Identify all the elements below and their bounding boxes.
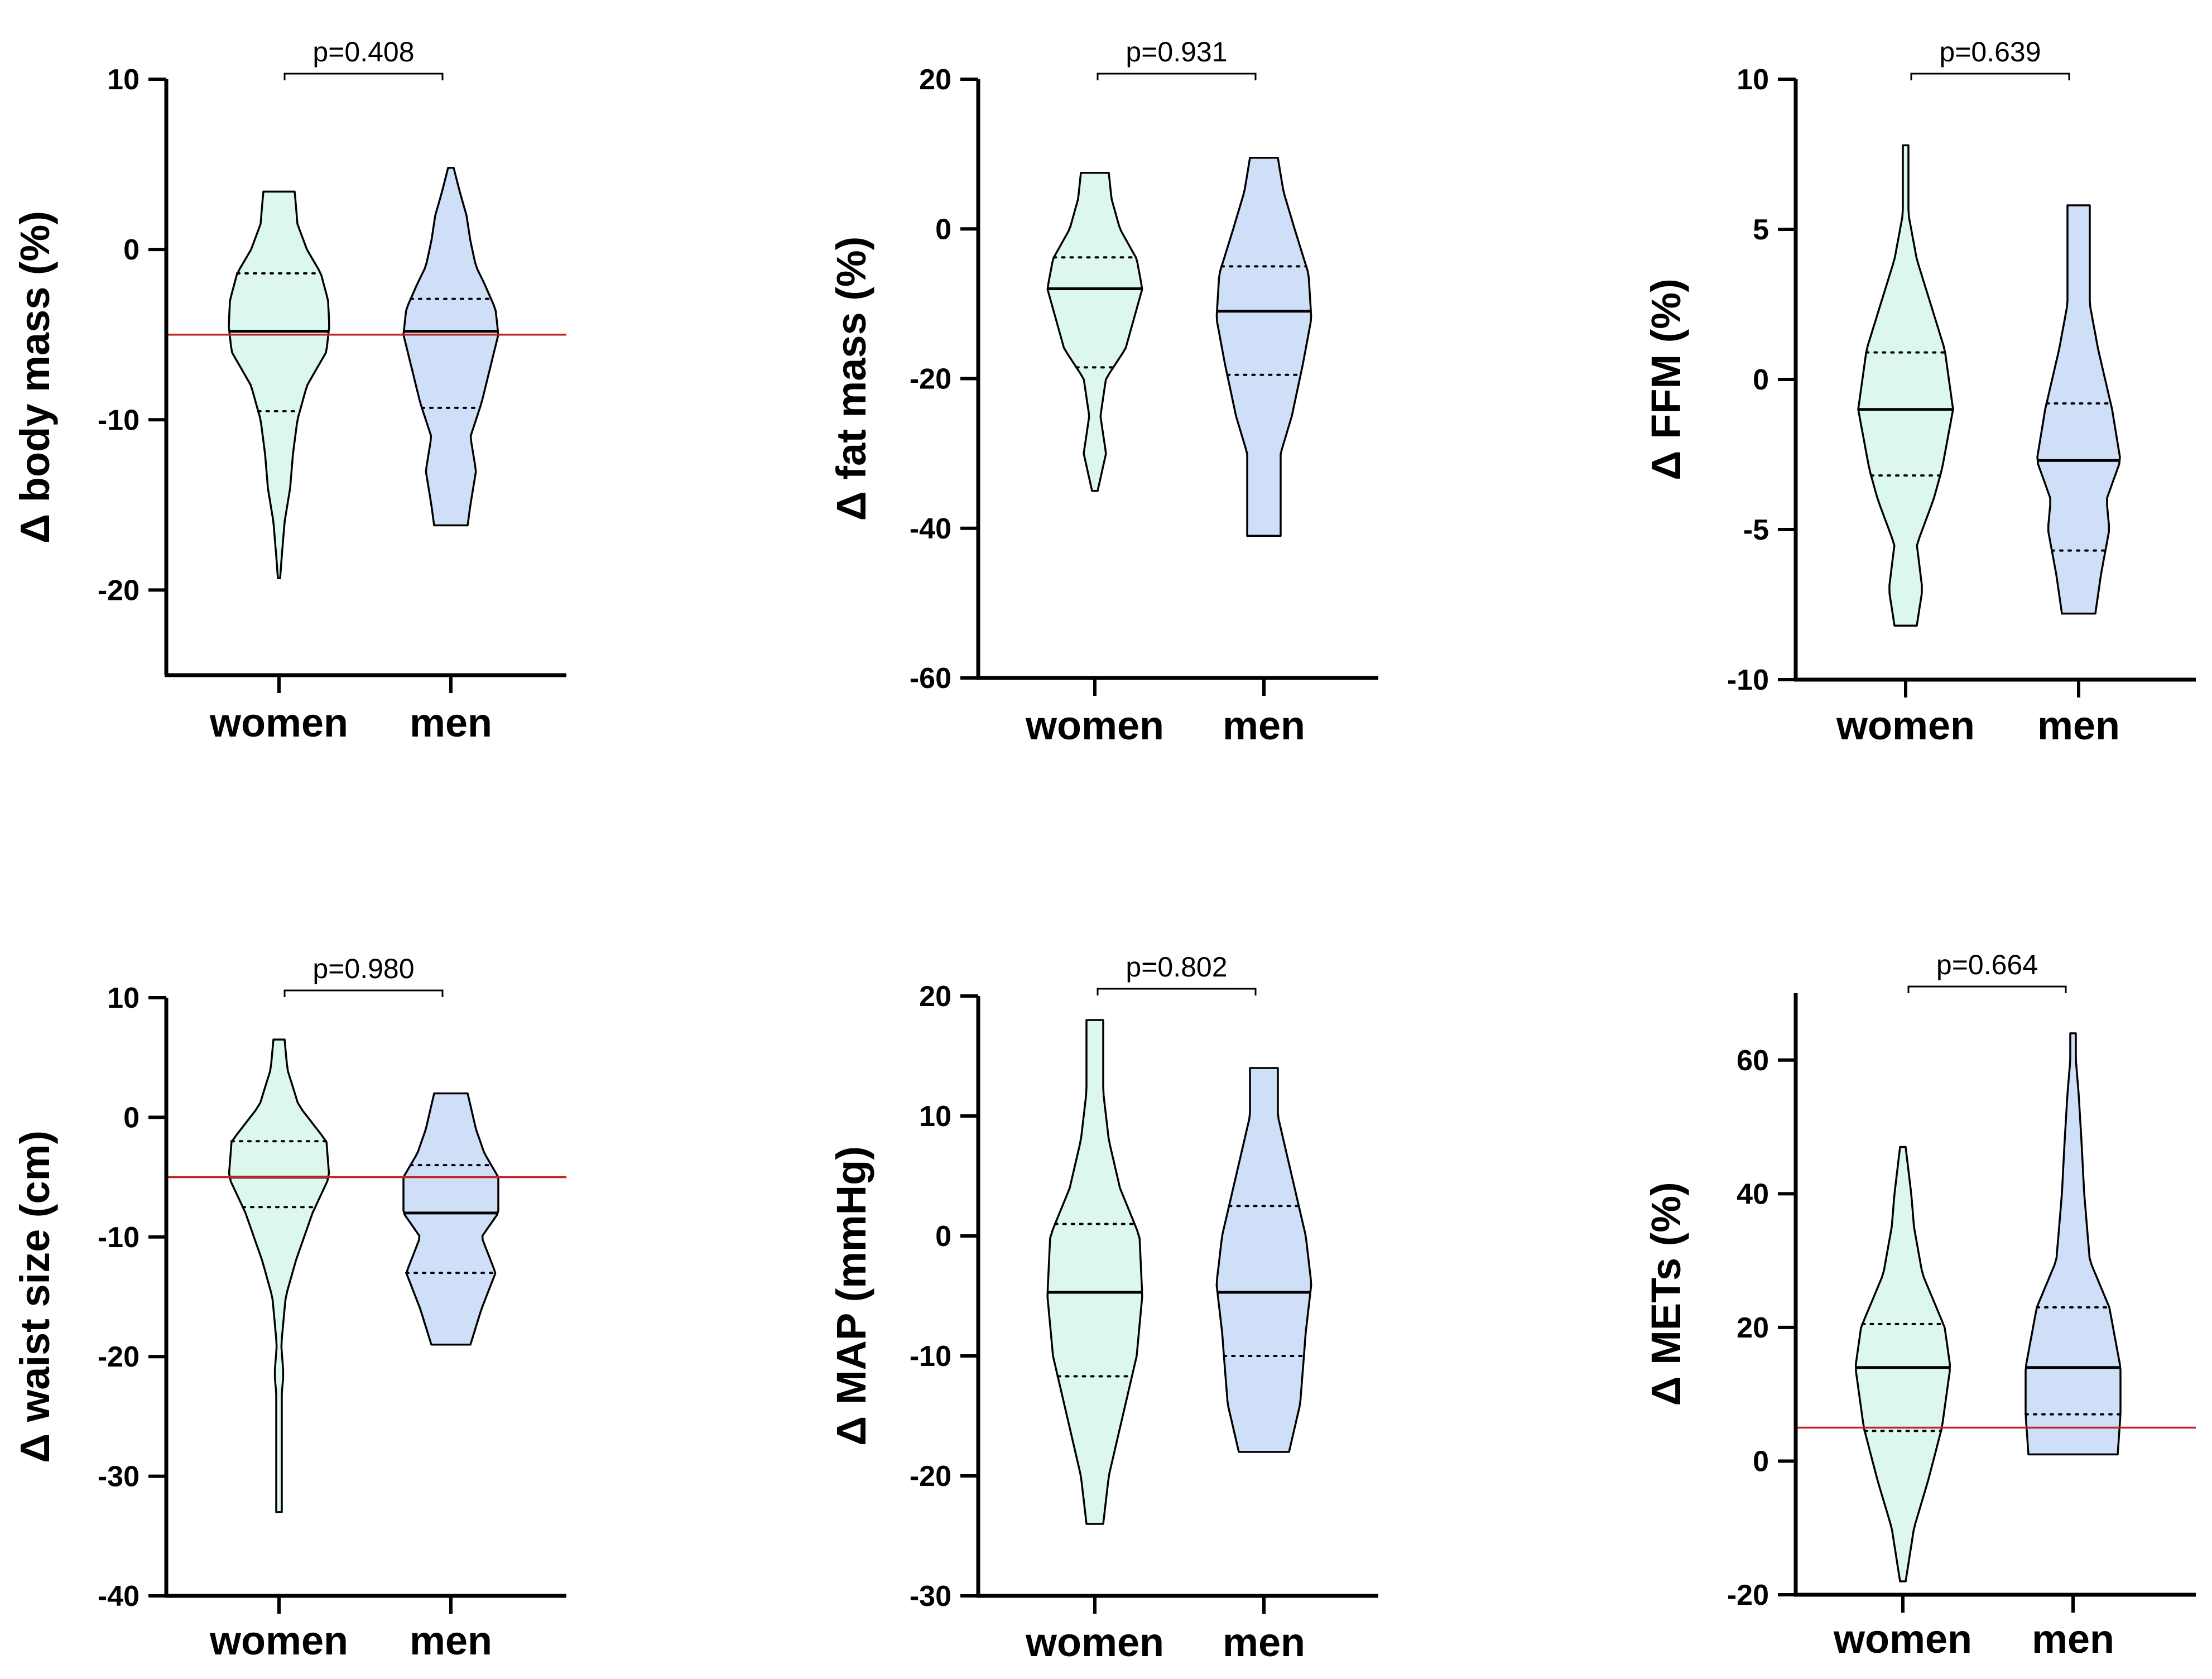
y-axis-label: Δ fat mass (%) bbox=[828, 237, 874, 521]
y-tick-label: -20 bbox=[910, 363, 951, 396]
y-tick-label: -30 bbox=[910, 1580, 951, 1613]
y-tick-label: 0 bbox=[1753, 1445, 1769, 1478]
y-axis-label: Δ MAP (mmHg) bbox=[828, 1146, 874, 1446]
x-tick-label-men: men bbox=[1223, 1620, 1305, 1665]
violin-women bbox=[228, 190, 330, 579]
y-tick-label: -60 bbox=[910, 662, 951, 695]
y-tick-label: 20 bbox=[1737, 1312, 1769, 1344]
y-tick-label: 10 bbox=[1737, 64, 1769, 96]
y-tick-label: -20 bbox=[98, 1341, 140, 1373]
y-axis-label: Δ FFM (%) bbox=[1643, 278, 1689, 480]
p-value-label: p=0.664 bbox=[1936, 949, 2038, 980]
x-tick-label-women: women bbox=[1025, 1620, 1164, 1665]
y-tick-label: -20 bbox=[1727, 1579, 1769, 1611]
violin-men bbox=[1215, 1067, 1312, 1453]
violin-men bbox=[402, 166, 499, 527]
y-tick-label: -10 bbox=[910, 1340, 951, 1373]
y-axis-label: Δ waist size (cm) bbox=[12, 1130, 58, 1463]
y-tick-label: 0 bbox=[123, 1101, 140, 1134]
y-tick-label: 0 bbox=[935, 213, 951, 246]
violin-women bbox=[228, 1038, 330, 1513]
p-value-label: p=0.980 bbox=[312, 953, 414, 984]
y-tick-label: -10 bbox=[98, 404, 140, 436]
y-tick-label: 20 bbox=[919, 64, 951, 96]
violin-men bbox=[1215, 157, 1312, 537]
x-tick-label-men: men bbox=[410, 1619, 492, 1663]
y-tick-label: -20 bbox=[910, 1460, 951, 1493]
significance-bracket bbox=[1097, 73, 1257, 80]
x-tick-label-women: women bbox=[209, 701, 348, 745]
y-tick-label: -40 bbox=[98, 1580, 140, 1613]
y-tick-label: -40 bbox=[910, 513, 951, 545]
x-tick-label-women: women bbox=[209, 1619, 348, 1663]
x-tick-label-men: men bbox=[2032, 1617, 2114, 1662]
violin-men bbox=[2036, 204, 2121, 615]
x-tick-label-women: women bbox=[1836, 704, 1975, 748]
y-tick-label: -5 bbox=[1743, 514, 1769, 546]
x-tick-label-men: men bbox=[1223, 704, 1305, 748]
x-tick-label-men: men bbox=[410, 701, 492, 745]
y-tick-label: 60 bbox=[1737, 1045, 1769, 1077]
x-tick-label-men: men bbox=[2037, 704, 2120, 748]
y-tick-label: 0 bbox=[123, 234, 140, 266]
violin-women bbox=[1857, 144, 1954, 627]
p-value-label: p=0.802 bbox=[1126, 951, 1227, 983]
p-value-label: p=0.408 bbox=[312, 36, 414, 68]
p-value-label: p=0.931 bbox=[1126, 36, 1227, 68]
x-tick-label-women: women bbox=[1833, 1617, 1972, 1662]
y-tick-label: 10 bbox=[107, 982, 140, 1014]
significance-bracket bbox=[1097, 988, 1257, 995]
y-tick-label: 10 bbox=[107, 64, 140, 96]
y-tick-label: -10 bbox=[1727, 664, 1769, 696]
significance-bracket bbox=[1907, 985, 2067, 993]
y-tick-label: 0 bbox=[935, 1220, 951, 1253]
y-tick-label: -20 bbox=[98, 574, 140, 607]
y-axis-label: Δ METs (%) bbox=[1643, 1182, 1689, 1406]
x-tick-label-women: women bbox=[1025, 704, 1164, 748]
y-tick-label: -30 bbox=[98, 1461, 140, 1493]
y-tick-label: 20 bbox=[919, 980, 951, 1013]
violin-men bbox=[402, 1092, 499, 1346]
significance-bracket bbox=[283, 989, 444, 997]
y-tick-label: 40 bbox=[1737, 1178, 1769, 1210]
significance-bracket bbox=[283, 73, 444, 80]
violin-men bbox=[2025, 1032, 2122, 1456]
y-tick-label: 0 bbox=[1753, 364, 1769, 396]
y-tick-label: 10 bbox=[919, 1100, 951, 1133]
y-tick-label: -10 bbox=[98, 1221, 140, 1254]
y-tick-label: 5 bbox=[1753, 214, 1769, 246]
violin-women bbox=[1046, 1019, 1143, 1525]
significance-bracket bbox=[1910, 73, 2070, 80]
violin-women bbox=[1855, 1146, 1951, 1582]
y-axis-label: Δ body mass (%) bbox=[12, 211, 58, 543]
p-value-label: p=0.639 bbox=[1939, 36, 2041, 68]
violin-women bbox=[1046, 171, 1143, 492]
